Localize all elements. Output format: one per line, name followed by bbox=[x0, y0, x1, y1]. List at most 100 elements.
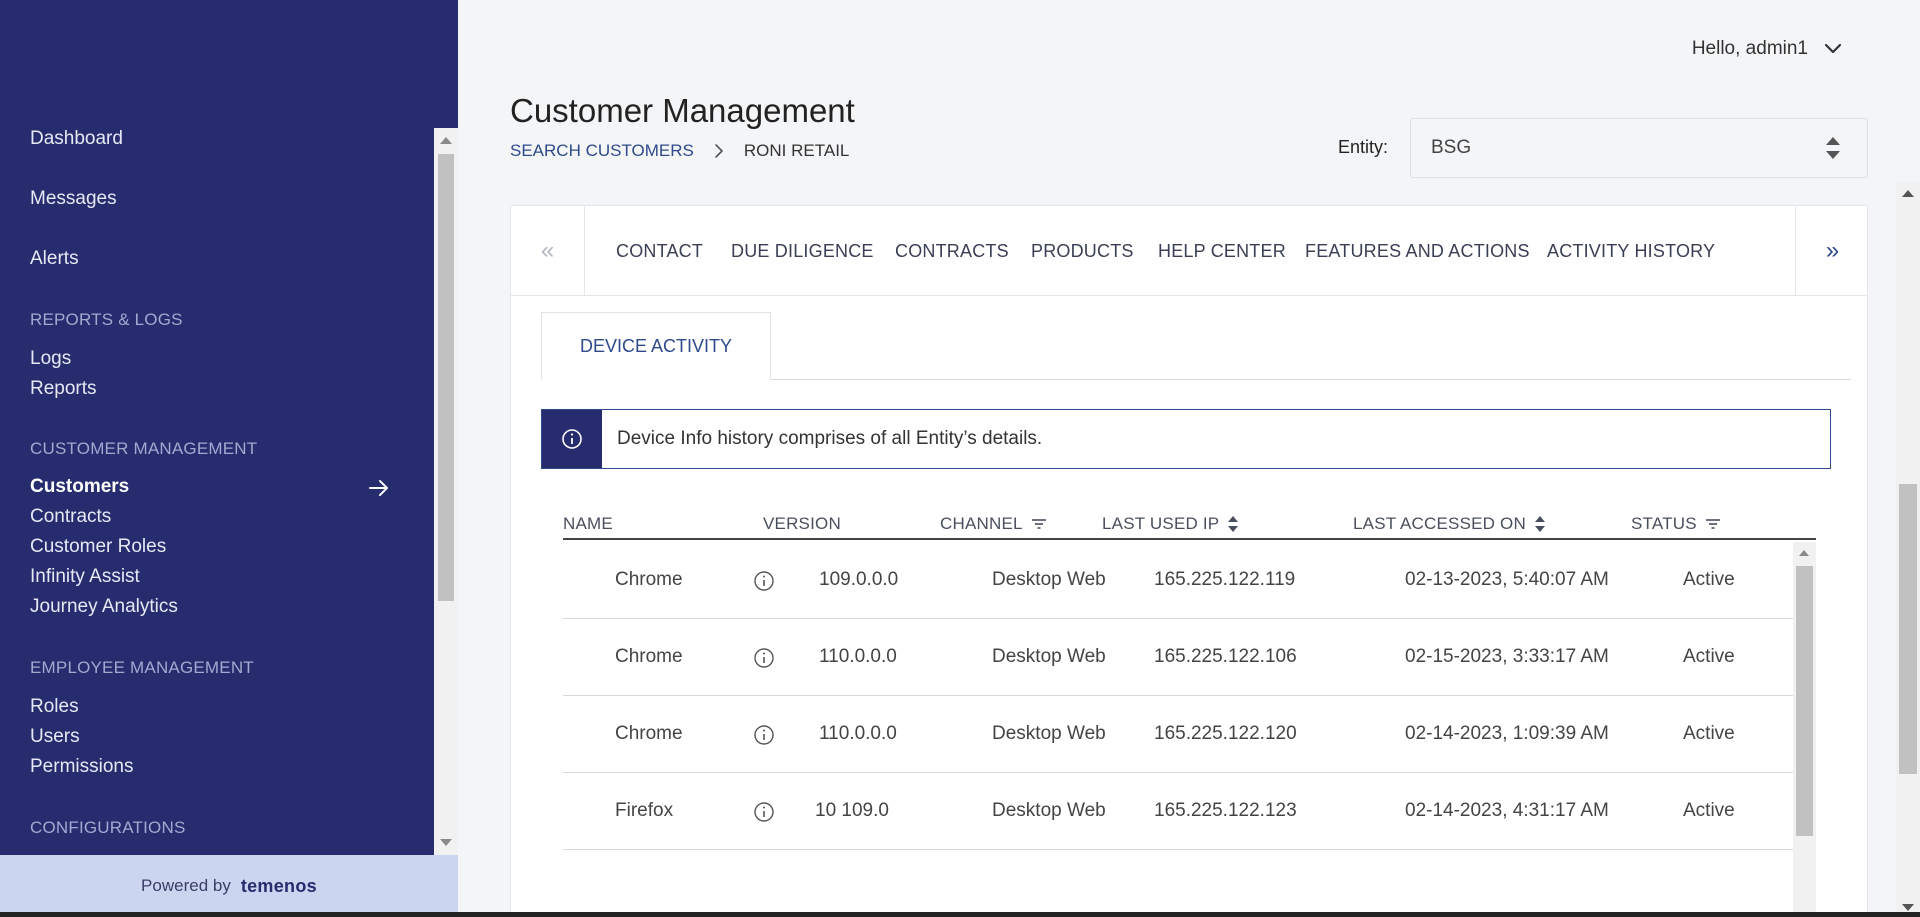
sidebar-heading-configurations: CONFIGURATIONS bbox=[30, 818, 186, 837]
brand-logo: temenos bbox=[240, 875, 317, 896]
sidebar-nav-scroll: Dashboard Messages Alerts REPORTS & LOGS… bbox=[0, 128, 458, 855]
breadcrumb-current: RONI RETAIL bbox=[743, 141, 850, 160]
sidebar-item-customer-roles[interactable]: Customer Roles bbox=[30, 536, 167, 557]
sidebar-item-dashboard[interactable]: Dashboard bbox=[30, 128, 123, 149]
cell-name: Firefox bbox=[615, 800, 674, 821]
cell-version: 110.0.0.0 bbox=[819, 723, 897, 744]
page-title: Customer Management bbox=[510, 92, 855, 129]
sort-icon bbox=[1826, 137, 1840, 159]
table-row: Chrome 109.0.0.0 Desktop Web 165.225.122… bbox=[563, 542, 1793, 619]
cell-last-used-ip: 165.225.122.106 bbox=[1154, 646, 1297, 667]
column-header-last-accessed-on[interactable]: LAST ACCESSED ON bbox=[1353, 514, 1546, 534]
info-banner-icon-box bbox=[542, 410, 602, 468]
user-menu[interactable]: Hello, admin1 bbox=[1692, 38, 1842, 60]
sidebar-item-logs[interactable]: Logs bbox=[30, 348, 72, 369]
cell-last-accessed-on: 02-14-2023, 1:09:39 AM bbox=[1405, 723, 1609, 744]
scroll-up-arrow-icon[interactable] bbox=[1902, 190, 1914, 197]
cell-version: 10 109.0 bbox=[815, 800, 889, 821]
tab-products[interactable]: PRODUCTS bbox=[1031, 241, 1134, 261]
column-header-channel[interactable]: CHANNEL bbox=[940, 514, 1047, 534]
table-header: NAME VERSION CHANNEL LAST USED IP LAST A… bbox=[563, 476, 1816, 540]
tab-contracts[interactable]: CONTRACTS bbox=[895, 241, 1009, 261]
device-activity-table: Chrome 109.0.0.0 Desktop Web 165.225.122… bbox=[563, 542, 1816, 916]
tab-device-activity[interactable]: DEVICE ACTIVITY bbox=[541, 312, 771, 380]
sidebar-item-journey-analytics[interactable]: Journey Analytics bbox=[30, 596, 178, 617]
info-icon[interactable] bbox=[753, 801, 775, 823]
sidebar-heading-reports-logs: REPORTS & LOGS bbox=[30, 310, 183, 329]
column-header-label: LAST ACCESSED ON bbox=[1353, 514, 1526, 533]
cell-version: 109.0.0.0 bbox=[819, 569, 899, 590]
info-icon[interactable] bbox=[753, 724, 775, 746]
scroll-down-arrow-icon[interactable] bbox=[440, 839, 452, 846]
sidebar-item-infinity-assist[interactable]: Infinity Assist bbox=[30, 566, 140, 587]
cell-name: Chrome bbox=[615, 723, 683, 744]
customer-detail-card: « CONTACT DUE DILIGENCE CONTRACTS PRODUC… bbox=[510, 205, 1868, 917]
double-chevron-right-icon[interactable]: » bbox=[1795, 206, 1867, 296]
entity-select-value: BSG bbox=[1431, 137, 1472, 158]
table-scrollbar[interactable] bbox=[1793, 542, 1816, 916]
powered-by-footer: Powered by temenos bbox=[0, 855, 458, 917]
cell-name: Chrome bbox=[615, 646, 683, 667]
sidebar-item-permissions[interactable]: Permissions bbox=[30, 756, 134, 777]
scroll-down-arrow-icon[interactable] bbox=[1902, 904, 1914, 911]
info-message: Device Info history comprises of all Ent… bbox=[617, 428, 1043, 449]
cell-channel: Desktop Web bbox=[992, 569, 1106, 590]
sidebar-item-alerts[interactable]: Alerts bbox=[30, 248, 79, 269]
tab-due-diligence[interactable]: DUE DILIGENCE bbox=[731, 241, 874, 261]
column-header-version: VERSION bbox=[763, 514, 841, 534]
cell-channel: Desktop Web bbox=[992, 646, 1106, 667]
breadcrumb-search-customers[interactable]: SEARCH CUSTOMERS bbox=[510, 141, 694, 160]
powered-by-label: Powered by bbox=[141, 876, 231, 895]
tab-activity-history[interactable]: ACTIVITY HISTORY bbox=[1547, 241, 1716, 261]
page-scrollbar[interactable] bbox=[1896, 182, 1920, 917]
cell-last-accessed-on: 02-13-2023, 5:40:07 AM bbox=[1405, 569, 1609, 590]
cell-last-accessed-on: 02-15-2023, 3:33:17 AM bbox=[1405, 646, 1609, 667]
sidebar-scrollbar[interactable] bbox=[434, 128, 458, 855]
scroll-up-arrow-icon[interactable] bbox=[440, 137, 452, 144]
cell-channel: Desktop Web bbox=[992, 800, 1106, 821]
column-header-last-used-ip[interactable]: LAST USED IP bbox=[1102, 514, 1239, 534]
sidebar-heading-employee-management: EMPLOYEE MANAGEMENT bbox=[30, 658, 254, 677]
column-header-label: NAME bbox=[563, 514, 613, 533]
cell-status: Active bbox=[1683, 646, 1735, 667]
sort-icon[interactable] bbox=[1534, 515, 1546, 533]
sidebar-item-contracts[interactable]: Contracts bbox=[30, 506, 112, 527]
column-header-label: LAST USED IP bbox=[1102, 514, 1220, 533]
filter-icon[interactable] bbox=[1705, 518, 1721, 530]
chevron-right-icon bbox=[715, 144, 723, 158]
cell-channel: Desktop Web bbox=[992, 723, 1106, 744]
table-scrollbar-thumb[interactable] bbox=[1796, 566, 1813, 836]
cell-status: Active bbox=[1683, 569, 1735, 590]
page-scrollbar-thumb[interactable] bbox=[1899, 484, 1917, 774]
column-header-status[interactable]: STATUS bbox=[1631, 514, 1721, 534]
sidebar-item-reports[interactable]: Reports bbox=[30, 378, 97, 399]
sidebar-item-customers[interactable]: Customers bbox=[30, 476, 400, 498]
cell-name: Chrome bbox=[615, 569, 683, 590]
tab-features-and-actions[interactable]: FEATURES AND ACTIONS bbox=[1305, 241, 1530, 261]
arrow-right-icon bbox=[369, 480, 388, 496]
sidebar-item-users[interactable]: Users bbox=[30, 726, 80, 747]
info-icon bbox=[562, 429, 582, 449]
scroll-up-arrow-icon[interactable] bbox=[1799, 550, 1809, 556]
info-icon[interactable] bbox=[753, 570, 775, 592]
column-header-name: NAME bbox=[563, 514, 613, 534]
cell-last-used-ip: 165.225.122.120 bbox=[1154, 723, 1297, 744]
tab-contact[interactable]: CONTACT bbox=[616, 241, 704, 261]
column-header-label: VERSION bbox=[763, 514, 841, 533]
sidebar-scrollbar-thumb[interactable] bbox=[438, 154, 454, 601]
cell-last-used-ip: 165.225.122.123 bbox=[1154, 800, 1297, 821]
cell-last-accessed-on: 02-14-2023, 4:31:17 AM bbox=[1405, 800, 1609, 821]
subtab-divider bbox=[541, 379, 1851, 380]
entity-select[interactable]: BSG bbox=[1410, 118, 1868, 178]
info-icon[interactable] bbox=[753, 647, 775, 669]
window-bottom-edge bbox=[0, 912, 1920, 917]
filter-icon[interactable] bbox=[1031, 518, 1047, 530]
table-row: Chrome 110.0.0.0 Desktop Web 165.225.122… bbox=[563, 619, 1793, 696]
sidebar-item-roles[interactable]: Roles bbox=[30, 696, 79, 717]
tab-help-center[interactable]: HELP CENTER bbox=[1158, 241, 1286, 261]
double-chevron-left-icon[interactable]: « bbox=[511, 206, 585, 296]
table-row: Chrome 110.0.0.0 Desktop Web 165.225.122… bbox=[563, 696, 1793, 773]
sort-icon[interactable] bbox=[1227, 515, 1239, 533]
sidebar-item-label: Customers bbox=[30, 476, 130, 497]
sidebar-item-messages[interactable]: Messages bbox=[30, 188, 117, 209]
